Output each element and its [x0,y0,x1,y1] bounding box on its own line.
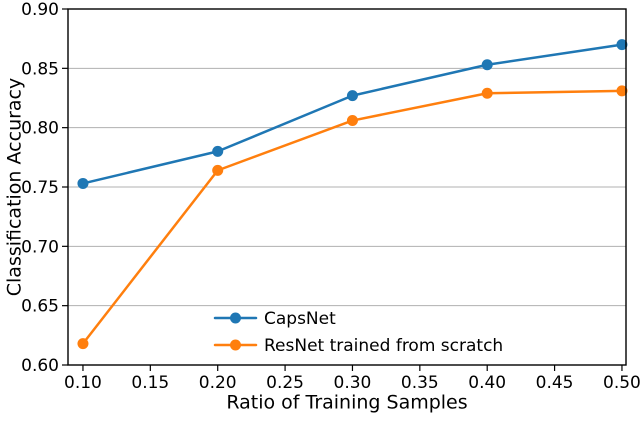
y-tick-label: 0.90 [21,0,59,20]
series-marker-0 [77,177,89,189]
y-axis-label: Classification Accuracy [4,78,26,297]
series-marker-1 [77,338,89,350]
x-tick-label: 0.15 [131,373,169,393]
legend-entry-0: CapsNet [213,309,336,329]
x-tick-label: 0.25 [266,373,304,393]
legend-handle-marker [230,339,241,351]
x-tick-label: 0.30 [334,373,372,393]
x-tick-label: 0.50 [603,373,640,393]
y-tick-label: 0.80 [21,119,59,139]
x-tick-label: 0.20 [199,373,237,393]
x-tick-label: 0.40 [468,373,506,393]
y-tick-label: 0.85 [21,59,59,79]
y-tick-label: 0.60 [21,356,59,376]
legend-label: CapsNet [264,309,336,329]
series-marker-0 [481,59,493,71]
series-marker-1 [212,164,224,176]
y-tick-label: 0.70 [21,237,59,257]
legend-entry-1: ResNet trained from scratch [213,336,503,356]
x-tick-label: 0.45 [536,373,574,393]
x-tick-label: 0.35 [401,373,439,393]
series-marker-0 [616,39,628,51]
series-marker-0 [346,90,358,102]
series-marker-1 [346,115,358,127]
legend-label: ResNet trained from scratch [264,336,503,356]
x-tick-label: 0.10 [64,373,102,393]
series-marker-1 [481,87,493,99]
x-axis-label: Ratio of Training Samples [226,392,467,414]
series-marker-1 [616,85,628,97]
y-tick-label: 0.75 [21,178,59,198]
legend-handle-marker [230,312,241,324]
series-marker-0 [212,145,224,157]
y-tick-label: 0.65 [21,297,59,317]
